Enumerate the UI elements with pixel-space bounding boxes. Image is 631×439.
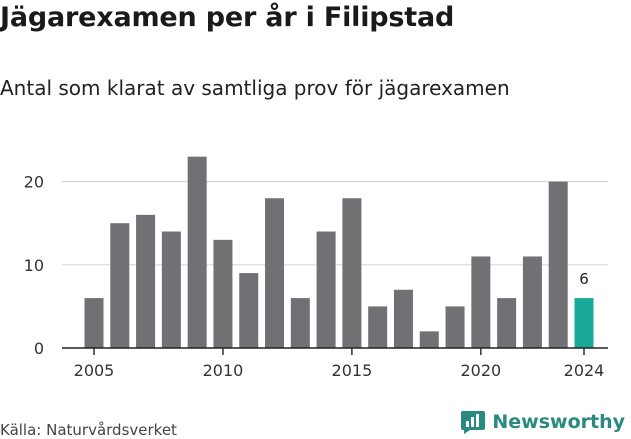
bar-2014 [316,231,336,348]
bar-2008 [161,231,181,348]
source-note: Källa: Naturvårdsverket [0,421,177,439]
bar-2023 [548,181,568,348]
x-tick-label: 2010 [203,361,244,380]
bar-chart: 0 10 20 6 2005 2010 2015 2020 2024 [24,156,608,380]
bar-2010 [213,239,233,348]
x-tick-label: 2015 [332,361,373,380]
data-label-highlight: 6 [579,270,589,288]
y-tick-label: 10 [24,256,44,275]
brand-logo: Newsworthy [460,409,625,435]
x-tick-label: 2005 [74,361,115,380]
bar-2017 [393,289,413,348]
chart-title: Jägarexamen per år i Filipstad [0,2,455,33]
bar-2021 [497,298,517,348]
chart-subtitle: Antal som klarat av samtliga prov för jä… [0,76,510,100]
x-tick-label: 2024 [564,361,605,380]
bar-2018 [419,331,439,348]
y-tick-label: 0 [34,339,44,358]
bar-2009 [187,156,207,348]
bar-2005 [84,298,104,348]
bar-2020 [471,256,491,348]
bar-2024 [574,298,594,348]
bar-2016 [368,306,388,348]
bar-2007 [136,214,156,348]
bar-2022 [522,256,542,348]
bar-2013 [290,298,310,348]
newsworthy-logo-icon [461,411,486,434]
bar-2019 [445,306,465,348]
x-tick-label: 2020 [460,361,501,380]
bar-2011 [239,273,259,348]
bar-2012 [265,198,285,348]
brand-name: Newsworthy [492,411,625,433]
y-tick-label: 20 [24,173,44,192]
bar-2015 [342,198,362,348]
bar-2006 [110,223,130,348]
